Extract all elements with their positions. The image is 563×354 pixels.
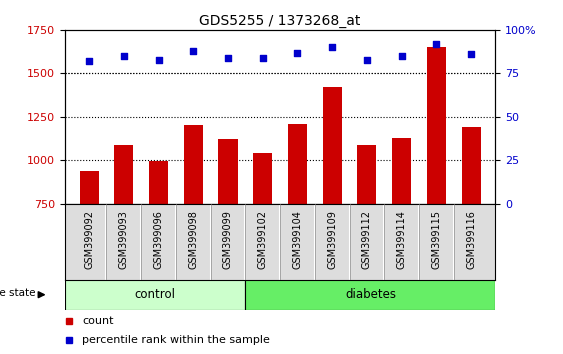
Point xyxy=(432,41,441,47)
Point xyxy=(154,57,163,62)
Text: GSM399093: GSM399093 xyxy=(119,210,129,269)
Point xyxy=(189,48,198,54)
Bar xyxy=(392,138,411,204)
Bar xyxy=(65,280,245,310)
Text: GSM399112: GSM399112 xyxy=(362,210,372,269)
Point xyxy=(258,55,267,61)
Text: GSM399116: GSM399116 xyxy=(466,210,476,269)
Bar xyxy=(427,47,446,204)
Point xyxy=(328,45,337,50)
Bar xyxy=(114,144,133,204)
Point xyxy=(119,53,128,59)
Text: control: control xyxy=(135,288,176,301)
Bar xyxy=(149,161,168,204)
Bar xyxy=(358,145,377,204)
Bar xyxy=(253,153,272,204)
Point xyxy=(363,57,372,62)
Point xyxy=(224,55,233,61)
Text: GSM399092: GSM399092 xyxy=(84,210,94,269)
Point xyxy=(467,52,476,57)
Text: GSM399104: GSM399104 xyxy=(292,210,302,269)
Bar xyxy=(323,87,342,204)
Bar xyxy=(79,171,99,204)
Text: percentile rank within the sample: percentile rank within the sample xyxy=(82,335,270,345)
Title: GDS5255 / 1373268_at: GDS5255 / 1373268_at xyxy=(199,14,361,28)
Text: disease state: disease state xyxy=(0,288,35,298)
Text: GSM399096: GSM399096 xyxy=(154,210,163,269)
Point xyxy=(397,53,406,59)
Text: diabetes: diabetes xyxy=(345,288,396,301)
Bar xyxy=(218,139,238,204)
Text: GSM399102: GSM399102 xyxy=(258,210,268,269)
Text: GSM399114: GSM399114 xyxy=(397,210,406,269)
Text: GSM399099: GSM399099 xyxy=(223,210,233,269)
Text: count: count xyxy=(82,316,114,326)
Bar xyxy=(245,280,495,310)
Bar xyxy=(184,126,203,204)
Point xyxy=(84,58,93,64)
Point xyxy=(293,50,302,56)
Text: GSM399109: GSM399109 xyxy=(327,210,337,269)
Bar xyxy=(288,124,307,204)
Bar xyxy=(462,127,481,204)
Text: GSM399098: GSM399098 xyxy=(188,210,198,269)
Text: GSM399115: GSM399115 xyxy=(431,210,441,269)
